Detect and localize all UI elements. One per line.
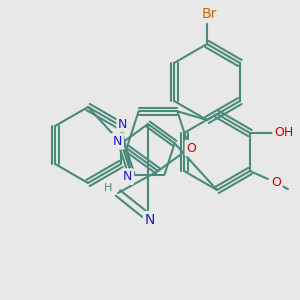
Text: N: N xyxy=(118,118,128,130)
Text: Br: Br xyxy=(201,7,217,21)
Text: O: O xyxy=(186,142,196,155)
Text: H: H xyxy=(104,183,112,193)
Text: N: N xyxy=(145,213,155,227)
Text: O: O xyxy=(271,176,281,190)
Text: OH: OH xyxy=(274,127,293,140)
Text: N: N xyxy=(123,170,132,183)
Text: N: N xyxy=(113,135,122,148)
